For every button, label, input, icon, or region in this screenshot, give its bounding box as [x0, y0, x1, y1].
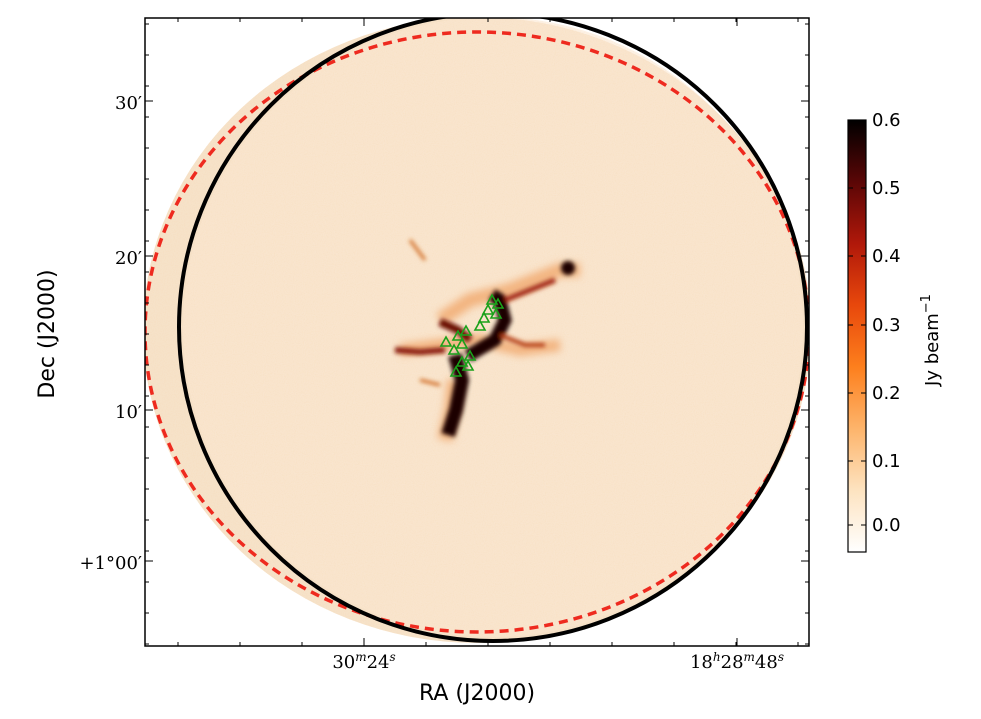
dashed-circle: [145, 30, 809, 634]
y-tick-label: 30′: [115, 93, 142, 114]
source-marker-triangle: [461, 359, 475, 371]
y-tick-label: 20′: [115, 248, 142, 269]
colorbar-tick-label: 0.3: [872, 315, 901, 336]
x-tick-label: 18h28m48s: [690, 650, 784, 673]
source-marker-triangle: [473, 319, 487, 331]
source-marker-triangle: [477, 311, 491, 323]
colorbar-tick-label: 0.2: [872, 383, 901, 404]
colorbar-title: Jy beam−1: [919, 294, 943, 387]
source-marker-triangle: [455, 355, 469, 367]
source-marker-triangle: [481, 303, 495, 315]
y-tick-label: +1°00′: [79, 553, 142, 574]
colorbar-tick-label: 0.4: [872, 246, 901, 267]
colorbar-tick-label: 0.0: [872, 515, 901, 536]
plot-frame: [144, 17, 810, 647]
source-marker-triangle: [449, 365, 463, 377]
source-marker-triangle: [455, 337, 469, 349]
source-marker-triangle: [491, 297, 505, 309]
source-marker-triangle: [485, 293, 499, 305]
y-axis-title: Dec (J2000): [35, 269, 60, 398]
source-marker-triangle: [439, 335, 453, 347]
axis-ticks: [145, 18, 809, 646]
source-marker-triangle: [459, 324, 473, 336]
colorbar-bar: [848, 120, 866, 552]
source-marker-triangle: [451, 329, 465, 341]
solid-circle: [177, 18, 809, 643]
source-marker-triangle: [447, 343, 461, 355]
colorbar-tick-label: 0.6: [872, 110, 901, 131]
colorbar: 0.6 0.5 0.4 0.3 0.2 0.1 0.0 Jy beam−1: [847, 110, 943, 553]
source-marker-triangle: [489, 307, 503, 319]
source-markers: [439, 293, 505, 377]
source-marker-triangle: [463, 349, 477, 361]
colorbar-tick-label: 0.1: [872, 451, 901, 472]
x-tick-label: 30m24s: [332, 650, 395, 673]
colorbar-tick-label: 0.5: [872, 178, 901, 199]
x-axis-title: RA (J2000): [419, 681, 535, 706]
y-tick-label: 10′: [115, 402, 142, 423]
image-panel: [145, 18, 809, 646]
